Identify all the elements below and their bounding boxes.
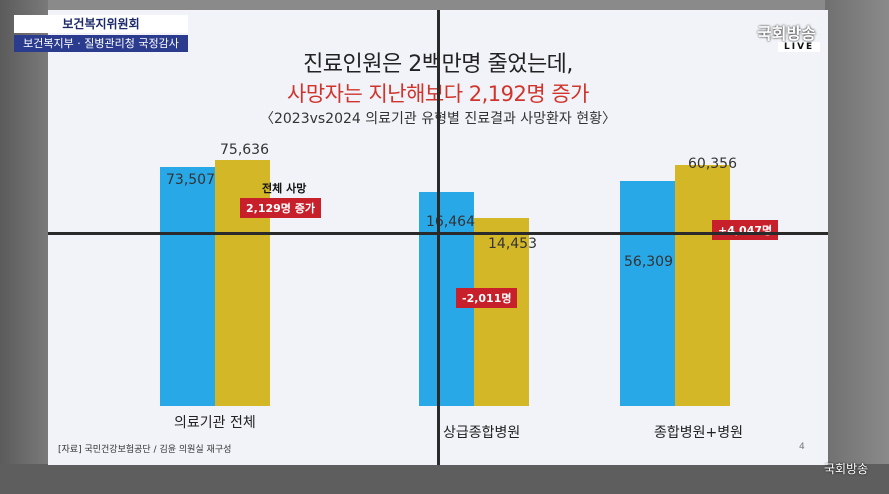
wall-left — [0, 0, 48, 494]
wall-right — [825, 0, 889, 494]
category-label-general: 종합병원+병원 — [654, 425, 744, 441]
screen-bezel-vertical — [437, 10, 440, 465]
value-label-2024-general: 60,356 — [688, 156, 737, 172]
bar-2024-all — [215, 160, 270, 406]
broadcaster-logo: 국회방송 — [757, 24, 816, 43]
broadcaster-watermark: 국회방송 — [824, 462, 869, 476]
value-label-2023-general: 56,309 — [624, 254, 673, 270]
value-label-2024-tertiary: 14,453 — [488, 236, 537, 252]
category-label-tertiary: 상급종합병원 — [443, 425, 521, 441]
screen-bezel-horizontal — [48, 232, 828, 235]
slide-page-number: 4 — [799, 442, 805, 452]
bar-2024-tertiary — [474, 218, 529, 406]
change-tag-all: 2,129명 증가 — [240, 198, 321, 218]
bar-2023-all — [160, 167, 215, 406]
presentation-screen: 진료인원은 2백만명 줄었는데, 사망자는 지난해보다 2,192명 증가 〈2… — [48, 10, 828, 465]
wall-bottom — [0, 464, 889, 494]
value-label-2023-all: 73,507 — [166, 172, 215, 188]
bar-2023-general — [620, 181, 675, 406]
live-badge: LIVE — [778, 42, 821, 52]
category-label-all: 의료기관 전체 — [174, 415, 256, 431]
value-label-2023-tertiary: 16,464 — [426, 214, 475, 230]
source-note: [자료] 국민건강보험공단 / 김윤 의원실 재구성 — [58, 445, 232, 455]
value-label-2024-all: 75,636 — [220, 142, 269, 158]
wall-top — [0, 0, 889, 10]
change-tag-general: +4,047명 — [712, 220, 779, 240]
committee-badge: 보건복지위원회 — [14, 15, 188, 33]
agency-badge: 보건복지부 · 질병관리청 국정감사 — [14, 35, 188, 52]
bar-2024-general — [675, 165, 730, 406]
change-tag-tertiary: -2,011명 — [456, 288, 518, 308]
total-death-label: 전체 사망 — [262, 182, 307, 195]
